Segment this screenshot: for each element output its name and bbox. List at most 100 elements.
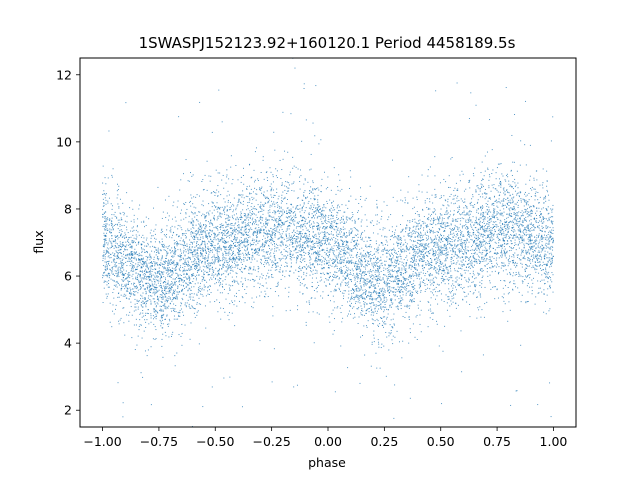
data-point bbox=[457, 238, 459, 240]
data-point bbox=[105, 252, 107, 254]
data-point bbox=[323, 206, 325, 208]
data-point bbox=[342, 272, 344, 274]
data-point bbox=[154, 272, 156, 274]
data-point bbox=[335, 241, 337, 243]
data-point bbox=[322, 214, 324, 216]
data-point bbox=[394, 259, 396, 261]
data-point bbox=[310, 198, 312, 200]
data-point bbox=[117, 252, 119, 254]
data-point bbox=[279, 159, 281, 161]
data-point bbox=[354, 296, 356, 298]
data-point bbox=[252, 239, 254, 241]
data-point bbox=[533, 258, 535, 260]
data-point bbox=[459, 243, 461, 245]
data-point bbox=[466, 212, 468, 214]
data-point bbox=[303, 194, 305, 196]
data-point bbox=[430, 264, 432, 266]
data-point bbox=[141, 279, 143, 281]
data-point bbox=[299, 204, 301, 206]
data-point bbox=[220, 259, 222, 261]
data-point bbox=[528, 252, 530, 254]
data-point bbox=[475, 219, 477, 221]
data-point bbox=[301, 236, 303, 238]
data-point bbox=[516, 273, 518, 275]
data-point bbox=[495, 221, 497, 223]
data-point bbox=[242, 190, 244, 192]
data-point bbox=[230, 267, 232, 269]
data-point bbox=[135, 234, 137, 236]
data-point bbox=[350, 269, 352, 271]
data-point bbox=[117, 245, 119, 247]
data-point bbox=[292, 220, 294, 222]
data-point bbox=[112, 304, 114, 306]
data-point bbox=[408, 316, 410, 318]
data-point bbox=[498, 273, 500, 275]
data-point bbox=[362, 277, 364, 279]
data-point bbox=[535, 239, 537, 241]
data-point bbox=[418, 248, 420, 250]
data-point bbox=[327, 262, 329, 264]
data-point bbox=[401, 264, 403, 266]
data-point bbox=[400, 308, 402, 310]
data-point bbox=[247, 247, 249, 249]
data-point bbox=[512, 289, 514, 291]
data-point bbox=[165, 287, 167, 289]
data-point bbox=[511, 134, 513, 136]
data-point bbox=[304, 247, 306, 249]
data-point bbox=[281, 211, 283, 213]
data-point bbox=[175, 264, 177, 266]
data-point bbox=[125, 254, 127, 256]
data-point bbox=[278, 210, 280, 212]
data-point bbox=[384, 264, 386, 266]
data-point bbox=[316, 291, 318, 293]
data-point bbox=[409, 274, 411, 276]
data-point bbox=[126, 254, 128, 256]
data-point bbox=[120, 270, 122, 272]
data-point bbox=[286, 229, 288, 231]
data-point bbox=[515, 233, 517, 235]
data-point bbox=[529, 260, 531, 262]
data-point bbox=[105, 223, 107, 225]
data-point bbox=[145, 239, 147, 241]
data-point bbox=[186, 245, 188, 247]
data-point bbox=[169, 291, 171, 293]
data-point bbox=[551, 209, 553, 211]
data-point bbox=[463, 201, 465, 203]
data-point bbox=[373, 312, 375, 314]
data-point bbox=[520, 201, 522, 203]
data-point bbox=[509, 212, 511, 214]
data-point bbox=[453, 234, 455, 236]
data-point bbox=[324, 235, 326, 237]
data-point bbox=[202, 189, 204, 191]
data-point bbox=[176, 294, 178, 296]
data-point bbox=[206, 243, 208, 245]
data-point bbox=[278, 207, 280, 209]
data-point bbox=[141, 337, 143, 339]
data-point bbox=[450, 270, 452, 272]
data-point bbox=[455, 218, 457, 220]
data-point bbox=[228, 319, 230, 321]
data-point bbox=[469, 210, 471, 212]
data-point bbox=[179, 248, 181, 250]
data-point bbox=[356, 243, 358, 245]
data-point bbox=[527, 250, 529, 252]
data-point bbox=[530, 235, 532, 237]
data-point bbox=[152, 284, 154, 286]
data-point bbox=[391, 252, 393, 254]
data-point bbox=[296, 256, 298, 258]
data-point bbox=[519, 218, 521, 220]
data-point bbox=[206, 271, 208, 273]
data-point bbox=[481, 243, 483, 245]
data-point bbox=[179, 274, 181, 276]
chart-title: 1SWASPJ152123.92+160120.1 Period 4458189… bbox=[139, 34, 516, 52]
data-point bbox=[211, 273, 213, 275]
data-point bbox=[120, 267, 122, 269]
data-point bbox=[391, 259, 393, 261]
data-point bbox=[443, 270, 445, 272]
data-point bbox=[229, 206, 231, 208]
data-point bbox=[176, 296, 178, 298]
data-point bbox=[489, 274, 491, 276]
data-point bbox=[298, 275, 300, 277]
data-point bbox=[146, 263, 148, 265]
data-point bbox=[319, 280, 321, 282]
